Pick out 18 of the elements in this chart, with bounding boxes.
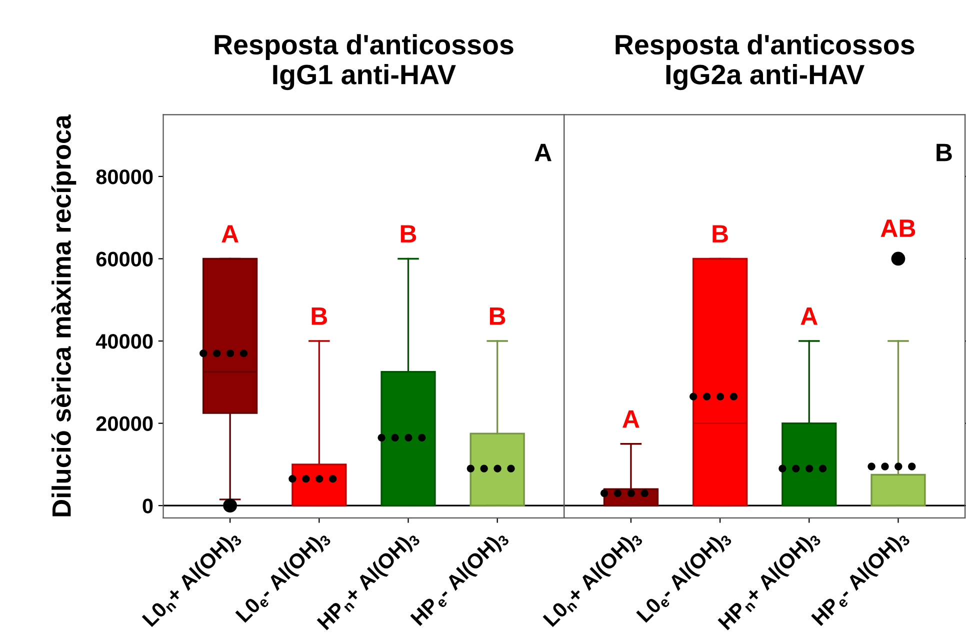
y-tick-label: 60000 [96, 252, 153, 266]
y-tick-label: 80000 [96, 169, 153, 184]
annotation: B [936, 144, 952, 162]
annotation: B [400, 225, 416, 242]
annotation: B [490, 308, 506, 325]
annotation: B [712, 225, 728, 242]
y-tick-label: 40000 [96, 334, 153, 349]
annotation: AB [880, 220, 916, 237]
y-axis-title: Dilució sèrica màxima recíproca [51, 114, 76, 516]
annotation: B [312, 308, 328, 325]
y-tick-label: 20000 [96, 416, 153, 432]
chart-title: Resposta d'anticossos IgG2a anti-HAV [616, 34, 914, 90]
y-tick-label: 0 [142, 498, 153, 514]
annotation: A [534, 144, 552, 162]
annotation: A [222, 225, 238, 242]
annotation: A [800, 308, 818, 325]
chart-title: Resposta d'anticossos IgG1 anti-HAV [214, 34, 514, 90]
annotation: A [622, 410, 640, 428]
